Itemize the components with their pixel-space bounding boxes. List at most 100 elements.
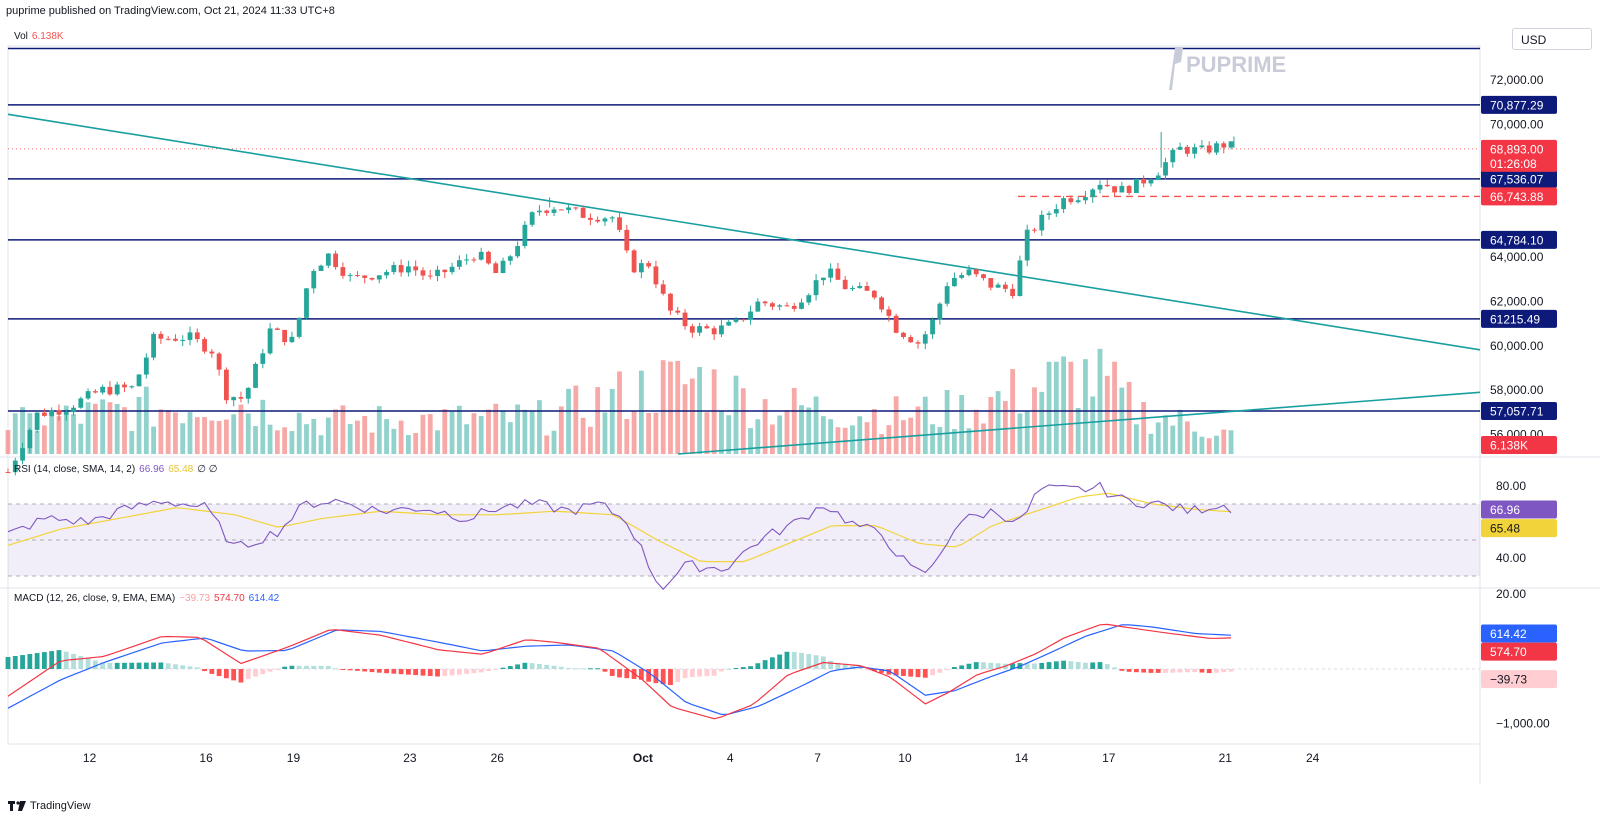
volume-bar [209, 420, 215, 454]
macd-histogram-bar [864, 669, 870, 670]
rsi-ma-legend-value: 65.48 [168, 464, 194, 475]
price-tick-label: 70,000.00 [1490, 117, 1544, 131]
macd-histogram-bar [1024, 663, 1030, 669]
macd-histogram-bar [755, 663, 761, 669]
volume-bar [173, 412, 178, 454]
level-badge: 57,057.71 [1490, 404, 1544, 418]
volume-bar [748, 428, 753, 454]
candle-body [413, 266, 419, 271]
rsi-legend-label: RSI (14, close, SMA, 14, 2) [14, 464, 136, 475]
candle-body [296, 317, 302, 337]
candle-body [1002, 284, 1008, 289]
candle-body [347, 275, 353, 277]
candle-body [1053, 209, 1059, 214]
currency-selector[interactable]: USD [1512, 28, 1592, 50]
volume-bar [770, 424, 775, 454]
volume-bar [1192, 431, 1198, 454]
macd-histogram-bar [973, 662, 979, 669]
macd-histogram-bar [114, 662, 120, 669]
footer-brand: TradingView [30, 800, 91, 812]
volume-bar [1053, 361, 1059, 454]
candle-body [267, 328, 273, 354]
rsi-badge-bg [1481, 500, 1557, 519]
volume-bar [471, 413, 477, 454]
candle-body [71, 407, 76, 413]
macd-histogram-bar [566, 668, 571, 670]
volume-bar [318, 435, 324, 454]
macd-histogram-bar [1090, 662, 1096, 669]
volume-bar [675, 360, 681, 454]
macd-histogram-bar [1177, 669, 1183, 673]
level-badge-bg [1481, 169, 1557, 188]
volume-bar [12, 413, 18, 454]
volume-bar [689, 378, 695, 454]
macd-histogram-bar [1155, 669, 1161, 673]
volume-bar [1119, 387, 1125, 454]
candle-body [944, 286, 950, 304]
volume-bar [427, 414, 433, 454]
macd-histogram-bar [609, 669, 615, 676]
macd-histogram-bar [740, 667, 746, 669]
level-badge-bg [1481, 309, 1557, 328]
candle-body [893, 315, 899, 333]
volume-bar [1075, 407, 1081, 454]
candle-body [507, 256, 513, 261]
candle-body [952, 277, 957, 287]
rsi-legend: RSI (14, close, SMA, 14, 2) 66.96 65.48 ∅ ∅ [14, 464, 217, 475]
volume-bar [1032, 387, 1037, 454]
macd-histogram-bar [842, 664, 848, 669]
macd-histogram-bar [165, 663, 171, 669]
candle-body [391, 265, 397, 273]
macd-histogram-bar [296, 665, 302, 669]
macd-histogram-bar [449, 669, 455, 676]
macd-histogram-bar [784, 651, 790, 669]
volume-bar [791, 387, 797, 454]
chart-canvas[interactable]: 72,000.00 70,000.00 64,000.00 62,000.00 60,0… [0, 24, 1600, 794]
macd-histogram-bar [311, 665, 317, 669]
candle-body [493, 263, 499, 274]
macd-histogram-bar [1075, 661, 1081, 669]
volume-bar [1046, 361, 1052, 454]
macd-histogram-bar [187, 666, 193, 669]
macd-histogram-bar [1068, 661, 1074, 669]
candle-body [1155, 175, 1161, 180]
candle-body [500, 260, 506, 274]
volume-bar [1126, 381, 1132, 454]
candle-body [471, 259, 477, 261]
puprime-logo-icon [1169, 48, 1183, 90]
x-tick-label: Oct [633, 751, 653, 765]
candle-body [1177, 146, 1183, 150]
candle-body [668, 293, 673, 311]
macd-histogram-bar [1126, 669, 1132, 672]
volume-bar [631, 410, 637, 454]
volume-bar [850, 425, 855, 454]
candle-body [464, 259, 470, 261]
macd-histogram-bar [42, 652, 47, 669]
volume-bar [515, 404, 520, 454]
candle-body [406, 266, 411, 273]
macd-histogram-bar [362, 669, 368, 672]
macd-histogram-bar [901, 669, 906, 677]
volume-bar [755, 419, 761, 454]
candle-body [529, 212, 535, 225]
volume-bar [573, 385, 579, 454]
macd-histogram-bar [12, 656, 18, 669]
candle-body [522, 224, 528, 247]
macd-histogram-bar [515, 664, 520, 669]
macd-histogram-bar [981, 662, 986, 669]
volume-bar [311, 418, 317, 454]
candle-body [42, 412, 47, 416]
x-tick-label: 26 [491, 751, 505, 765]
macd-histogram-bar [100, 662, 106, 669]
volume-bar [289, 431, 295, 454]
x-tick-label: 10 [898, 751, 912, 765]
volume-bar [464, 424, 470, 454]
candle-body [697, 326, 702, 333]
macd-histogram-bar [71, 653, 76, 669]
volume-bar [959, 395, 965, 454]
macd-tick-label: −1,000.00 [1496, 717, 1550, 731]
candle-body [362, 275, 368, 278]
candle-body [901, 332, 906, 338]
macd-histogram-bar [56, 650, 62, 669]
candle-body [886, 309, 892, 316]
